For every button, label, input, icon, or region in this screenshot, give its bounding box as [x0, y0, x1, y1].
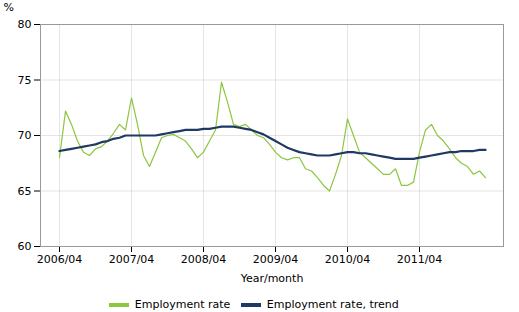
- svg-text:60: 60: [18, 240, 32, 253]
- svg-text:75: 75: [18, 74, 32, 87]
- svg-text:2009/04: 2009/04: [253, 253, 299, 266]
- svg-text:%: %: [4, 1, 14, 14]
- html-text:Employment rate, trend: Employment rate, trend: [266, 298, 399, 311]
- svg-text:70: 70: [18, 129, 32, 142]
- html-text:Employment rate: Employment rate: [134, 298, 231, 311]
- svg-text:2007/04: 2007/04: [109, 253, 155, 266]
- svg-text:65: 65: [18, 185, 32, 198]
- svg-text:2008/04: 2008/04: [181, 253, 227, 266]
- svg-text:80: 80: [18, 18, 32, 31]
- svg-text:2006/04: 2006/04: [37, 253, 83, 266]
- svg-text:Year/month: Year/month: [240, 272, 304, 285]
- svg-text:2011/04: 2011/04: [397, 253, 443, 266]
- svg-text:2010/04: 2010/04: [325, 253, 371, 266]
